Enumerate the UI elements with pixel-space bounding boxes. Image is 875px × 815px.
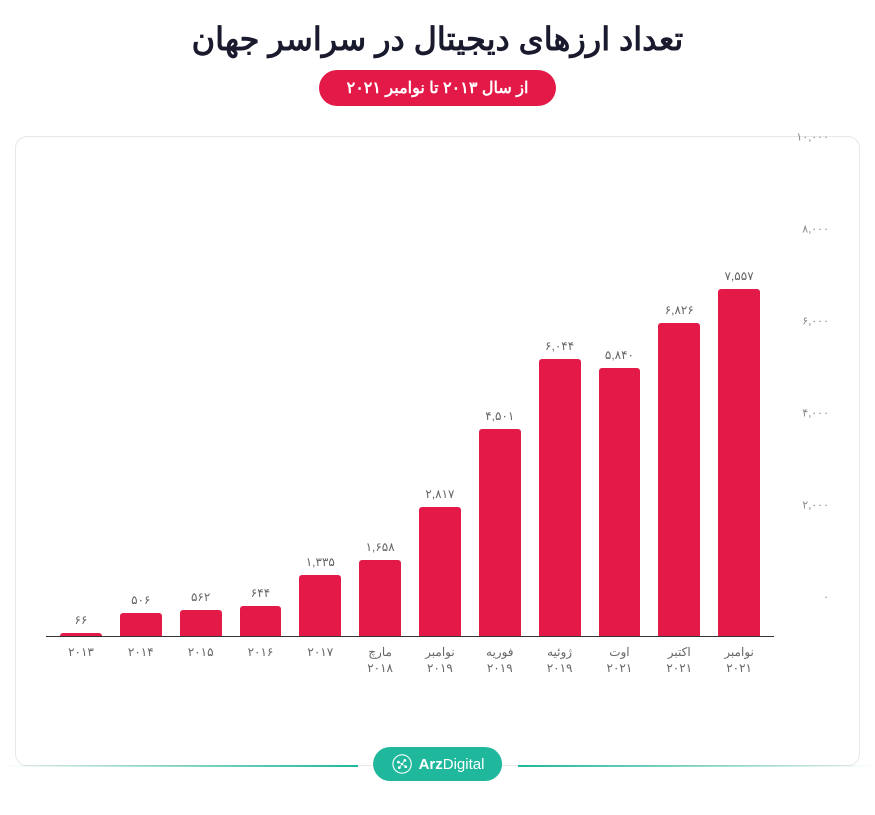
y-tick: ۸,۰۰۰	[779, 223, 829, 236]
bar-group: ۲,۸۱۷	[410, 177, 470, 636]
bar	[299, 575, 341, 636]
chart-title: تعداد ارزهای دیجیتال در سراسر جهان	[15, 20, 860, 58]
logo-pill: ArzDigital	[373, 747, 503, 781]
bar-value-label: ۱,۳۳۵	[306, 555, 335, 569]
bar-group: ۵۶۲	[171, 177, 231, 636]
chart-area: ۰۲,۰۰۰۴,۰۰۰۶,۰۰۰۸,۰۰۰۱۰,۰۰۰ ۶۶۵۰۶۵۶۲۶۴۴۱…	[46, 177, 774, 677]
bar-value-label: ۶۶	[75, 613, 88, 627]
bar-group: ۶,۰۴۴	[530, 177, 590, 636]
bar-group: ۴,۵۰۱	[470, 177, 530, 636]
logo-text-light: Digital	[443, 756, 485, 773]
bar	[359, 560, 401, 636]
bar	[419, 507, 461, 636]
bar-group: ۵,۸۴۰	[590, 177, 650, 636]
bars-row: ۶۶ ۵۰۶ ۵۶۲ ۶۴۴ ۱,۳۳۵ ۱,۶۵۸ ۲,۸۱۷ ۴,۵۰۱ ۶,۰۴۴ ۵,۸۴…	[46, 177, 774, 636]
bar-value-label: ۱,۶۵۸	[366, 540, 395, 554]
bar	[599, 368, 641, 636]
bar-value-label: ۵۶۲	[191, 590, 210, 604]
subtitle-pill: از سال ۲۰۱۳ تا نوامبر ۲۰۲۱	[319, 70, 557, 106]
y-tick: ۲,۰۰۰	[779, 499, 829, 512]
bar	[658, 323, 700, 636]
bar	[60, 633, 102, 636]
bar	[120, 613, 162, 636]
x-label: اوت ۲۰۲۱	[590, 637, 650, 677]
y-tick: ۶,۰۰۰	[779, 315, 829, 328]
x-label: اکتبر ۲۰۲۱	[649, 637, 709, 677]
bar-value-label: ۴,۵۰۱	[485, 409, 514, 423]
y-axis: ۰۲,۰۰۰۴,۰۰۰۶,۰۰۰۸,۰۰۰۱۰,۰۰۰	[779, 177, 829, 637]
y-tick: ۱۰,۰۰۰	[779, 131, 829, 144]
bar-group: ۱,۳۳۵	[290, 177, 350, 636]
bar-group: ۵۰۶	[111, 177, 171, 636]
bar-value-label: ۵۰۶	[131, 593, 150, 607]
bar-value-label: ۶,۰۴۴	[545, 339, 574, 353]
bar-group: ۶۴۴	[231, 177, 291, 636]
bar-value-label: ۲,۸۱۷	[425, 487, 454, 501]
bar	[479, 429, 521, 636]
bar-value-label: ۵,۸۴۰	[605, 348, 634, 362]
y-tick: ۴,۰۰۰	[779, 407, 829, 420]
brand-icon	[391, 753, 413, 775]
x-axis: ۲۰۱۳۲۰۱۴۲۰۱۵۲۰۱۶۲۰۱۷مارچ ۲۰۱۸نوامبر ۲۰۱۹…	[46, 637, 774, 677]
bar	[180, 610, 222, 636]
bar-group: ۶,۸۲۶	[649, 177, 709, 636]
bar-group: ۱,۶۵۸	[350, 177, 410, 636]
bar	[240, 606, 282, 636]
x-label: ۲۰۱۴	[111, 637, 171, 677]
plot-area: ۶۶ ۵۰۶ ۵۶۲ ۶۴۴ ۱,۳۳۵ ۱,۶۵۸ ۲,۸۱۷ ۴,۵۰۱ ۶,۰۴۴ ۵,۸۴…	[46, 177, 774, 637]
y-tick: ۰	[779, 591, 829, 604]
x-label: ۲۰۱۶	[231, 637, 291, 677]
x-label: ۲۰۱۷	[290, 637, 350, 677]
bar-group: ۷,۵۵۷	[709, 177, 769, 636]
chart-container: تعداد ارزهای دیجیتال در سراسر جهان از سا…	[0, 0, 875, 815]
logo-text: ArzDigital	[419, 756, 485, 773]
x-label: نوامبر ۲۰۲۱	[709, 637, 769, 677]
x-label: ۲۰۱۵	[171, 637, 231, 677]
bar-group: ۶۶	[51, 177, 111, 636]
x-label: ۲۰۱۳	[51, 637, 111, 677]
x-label: فوریه ۲۰۱۹	[470, 637, 530, 677]
bar-value-label: ۶,۸۲۶	[665, 303, 694, 317]
x-label: مارچ ۲۰۱۸	[350, 637, 410, 677]
logo-text-bold: Arz	[419, 756, 443, 773]
chart-frame: ۰۲,۰۰۰۴,۰۰۰۶,۰۰۰۸,۰۰۰۱۰,۰۰۰ ۶۶۵۰۶۵۶۲۶۴۴۱…	[15, 136, 860, 766]
bar	[539, 359, 581, 636]
x-label: ژوئیه ۲۰۱۹	[530, 637, 590, 677]
bar	[718, 289, 760, 636]
bar-value-label: ۷,۵۵۷	[725, 269, 754, 283]
x-label: نوامبر ۲۰۱۹	[410, 637, 470, 677]
bar-value-label: ۶۴۴	[251, 586, 270, 600]
